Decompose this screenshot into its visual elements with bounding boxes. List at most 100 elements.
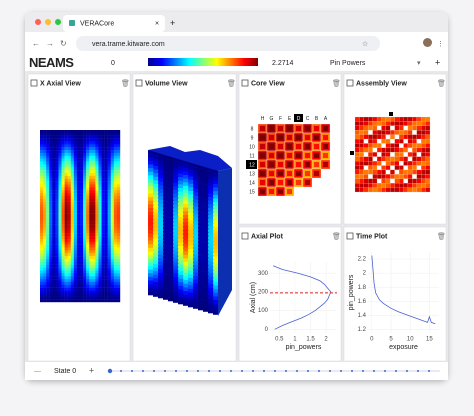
pin	[425, 178, 431, 184]
heatmap-cell	[67, 173, 71, 177]
prev-state[interactable]: —	[34, 368, 41, 375]
panel-title: X Axial View	[40, 80, 81, 87]
heatmap-cell	[76, 233, 81, 237]
pin	[421, 116, 426, 122]
volume-cell	[148, 240, 154, 245]
delete-panel[interactable]: 🗑	[437, 231, 446, 240]
heatmap-cell	[83, 144, 87, 148]
forward[interactable]: →	[46, 39, 54, 48]
delete-panel[interactable]: 🗑	[332, 78, 341, 87]
heatmap-cell	[73, 247, 78, 251]
heatmap-cell	[92, 261, 96, 265]
pin	[385, 152, 391, 157]
heatmap-cell	[104, 236, 108, 240]
heatmap-cell	[49, 213, 53, 217]
heatmap-cell	[40, 138, 44, 142]
heatmap-cell	[95, 221, 99, 225]
heatmap-cell	[67, 290, 71, 294]
heatmap-cell	[89, 141, 93, 145]
profile[interactable]	[423, 38, 432, 47]
tab-close[interactable]: ×	[155, 20, 159, 27]
heatmap-cell	[61, 270, 65, 274]
heatmap-cell	[104, 216, 108, 220]
tab[interactable]	[63, 15, 165, 32]
volume-cell	[178, 195, 184, 200]
heatmap-cell	[70, 227, 75, 231]
add-button[interactable]: +	[435, 57, 440, 67]
core-assembly-inner	[269, 180, 274, 185]
heatmap-cell	[52, 150, 56, 154]
next-state[interactable]: +	[89, 365, 94, 375]
heatmap-cell	[58, 290, 62, 294]
delete-panel[interactable]: 🗑	[227, 78, 236, 87]
heatmap-cell	[49, 170, 53, 174]
heatmap-cell	[52, 147, 56, 151]
heatmap-cell	[95, 296, 99, 300]
heatmap-cell	[95, 238, 99, 242]
heatmap-cell	[116, 241, 121, 245]
heatmap-cell	[43, 290, 47, 294]
delete-panel[interactable]: 🗑	[332, 231, 341, 240]
volume-cell	[148, 218, 154, 223]
heatmap-cell	[73, 270, 78, 274]
heatmap-cell	[43, 141, 47, 145]
heatmap-cell	[83, 236, 87, 240]
menu[interactable]: ⋮	[437, 41, 444, 48]
dropdown-caret[interactable]: ▾	[417, 60, 421, 67]
delete-panel[interactable]: 🗑	[121, 78, 130, 87]
heatmap-cell	[70, 210, 75, 214]
heatmap-cell	[52, 218, 56, 222]
heatmap-cell	[86, 147, 90, 151]
minimize-button[interactable]	[45, 19, 51, 25]
heatmap-cell	[89, 259, 93, 263]
heatmap-cell	[58, 218, 62, 222]
heatmap-cell	[86, 270, 90, 274]
new-tab[interactable]: +	[170, 18, 175, 28]
heatmap-cell	[61, 238, 65, 242]
heatmap-cell	[70, 267, 75, 271]
pin	[359, 178, 364, 184]
heatmap-cell	[107, 164, 111, 168]
heatmap-cell	[83, 279, 87, 283]
heatmap-cell	[67, 299, 71, 303]
heatmap-cell	[89, 164, 93, 168]
volume-cell	[163, 281, 169, 286]
heatmap-cell	[40, 233, 44, 237]
volume-cell	[153, 274, 159, 279]
bookmark[interactable]: ☆	[362, 40, 368, 48]
zoom-button[interactable]	[55, 19, 61, 25]
heatmap-cell	[113, 244, 118, 248]
heatmap-cell	[40, 216, 44, 220]
heatmap-cell	[55, 281, 59, 285]
field-select[interactable]: Pin Powers	[330, 60, 366, 67]
heatmap-cell	[76, 299, 81, 303]
heatmap-cell	[55, 187, 59, 191]
close-button[interactable]	[35, 19, 41, 25]
reload[interactable]: ↻	[60, 39, 67, 48]
back[interactable]: ←	[32, 39, 40, 48]
heatmap-cell	[46, 276, 50, 280]
volume-cell	[183, 171, 189, 176]
volume-cell	[168, 286, 174, 291]
heatmap-cell	[55, 227, 59, 231]
slider-step	[285, 370, 287, 372]
address-bar[interactable]	[76, 36, 380, 51]
heatmap-cell	[95, 207, 99, 211]
heatmap-cell	[86, 299, 90, 303]
core-assembly-inner	[260, 135, 265, 140]
heatmap-cell	[92, 193, 96, 197]
heatmap-cell	[86, 173, 90, 177]
heatmap-cell	[83, 216, 87, 220]
panel-icon	[30, 79, 38, 87]
heatmap-cell	[64, 210, 68, 214]
delete-panel[interactable]: 🗑	[437, 78, 446, 87]
heatmap-cell	[67, 201, 71, 205]
volume-cell	[178, 253, 184, 258]
volume-cell	[153, 271, 159, 276]
heatmap-cell	[89, 250, 93, 254]
heatmap-cell	[95, 152, 99, 156]
heatmap-cell	[76, 132, 81, 136]
pin	[416, 156, 422, 162]
heatmap-cell	[113, 144, 118, 148]
heatmap-cell	[46, 267, 50, 271]
